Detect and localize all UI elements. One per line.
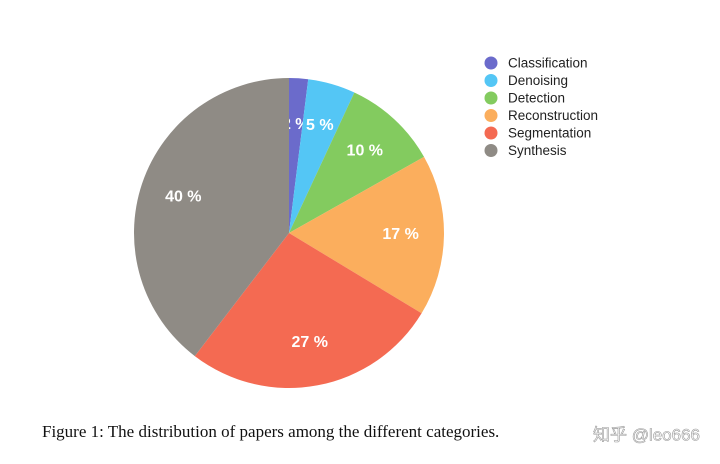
legend-label: Detection [508, 91, 565, 106]
legend-marker [484, 56, 498, 70]
legend-marker [484, 91, 498, 105]
pie-slice [289, 156, 444, 314]
legend-marker [484, 144, 498, 157]
pie-slice [289, 78, 309, 233]
legend-marker [484, 74, 498, 87]
pie-slice [289, 92, 425, 233]
legend-label: Classification [508, 56, 588, 71]
pie-slice [289, 79, 355, 233]
slice-label: 40 % [165, 188, 201, 205]
legend-marker [484, 126, 498, 140]
legend-label: Denoising [508, 73, 568, 88]
legend-label: Synthesis [508, 143, 567, 158]
legend-label: Segmentation [508, 126, 591, 141]
legend-label: Reconstruction [508, 108, 598, 123]
watermark: 知乎 @leo666 [593, 425, 700, 444]
pie-slice [194, 233, 422, 388]
caption: Figure 1: The distribution of papers amo… [42, 422, 499, 441]
legend-marker [484, 109, 498, 122]
slice-label: 17 % [382, 226, 418, 243]
slice-label: 5 % [306, 117, 334, 134]
slice-label: 10 % [347, 142, 383, 159]
slice-label: 27 % [291, 334, 327, 351]
pie-slice [134, 78, 289, 357]
